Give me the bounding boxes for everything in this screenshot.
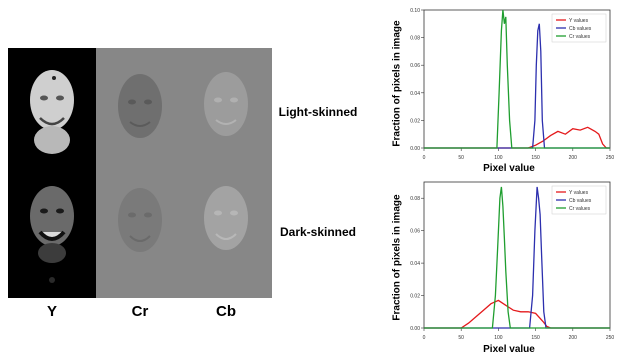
- dark-face-cr: [118, 188, 162, 252]
- chart2-legend-label: Y values: [569, 190, 589, 196]
- chart2-series-cb-values: [424, 186, 610, 329]
- chart-light-histogram: 0 50 100 150 200 250 0.00 0.02 0.04 0.06 0.08 0.10 Y…: [410, 8, 614, 161]
- dark-face-y: [30, 186, 74, 283]
- chart1-ytick-label: 0.08: [410, 36, 420, 42]
- chart1-series-cr-values: [424, 9, 610, 149]
- dark-face-cb: [204, 186, 248, 250]
- row-label-dark-skinned: Dark-skinned: [279, 225, 357, 239]
- chart1-xtick-label: 250: [606, 155, 614, 161]
- chart1-series-y-values: [424, 126, 610, 149]
- chart2-ytick-label: 0.02: [410, 294, 420, 300]
- chart1-legend-label: Cb values: [569, 26, 592, 32]
- chart2-ytick-label: 0.06: [410, 229, 420, 235]
- chart1-ytick-label: 0.04: [410, 91, 420, 97]
- chart2-ylabel: Fraction of pixels in image: [391, 194, 403, 321]
- chart2-xtick-label: 100: [494, 335, 503, 341]
- column-label-y: Y: [46, 303, 57, 320]
- chart2-ytick-label: 0.08: [410, 196, 420, 202]
- chart1-xtick-label: 100: [494, 155, 503, 161]
- light-face-cb: [204, 72, 248, 136]
- chart2-xtick-label: 150: [531, 335, 540, 341]
- chart1-ylabel: Fraction of pixels in image: [391, 20, 403, 147]
- chart1-xtick-label: 0: [423, 155, 426, 161]
- light-face-y: [30, 70, 74, 154]
- light-face-cr: [118, 74, 162, 138]
- chart2-xlabel: Pixel value: [483, 344, 535, 355]
- chart1-xtick-label: 50: [458, 155, 464, 161]
- cr-cb-columns-background: [96, 48, 272, 298]
- chart2-xtick-label: 200: [569, 335, 578, 341]
- chart1-ytick-label: 0.10: [410, 8, 420, 14]
- chart1-xtick-label: 150: [531, 155, 540, 161]
- chart1-ytick-label: 0.02: [410, 118, 420, 124]
- chart2-ytick-label: 0.00: [410, 326, 420, 332]
- chart2-legend-label: Cr values: [569, 206, 591, 212]
- chart1-ytick-label: 0.00: [410, 146, 420, 152]
- chart2-legend-label: Cb values: [569, 198, 592, 204]
- chart2-xtick-label: 50: [458, 335, 464, 341]
- chart1-series-cb-values: [424, 23, 610, 149]
- chart2-series-cr-values: [424, 186, 610, 329]
- chart1-ytick-label: 0.06: [410, 63, 420, 69]
- chart1-xlabel: Pixel value: [483, 163, 535, 174]
- ycrcb-face-panels: [8, 48, 272, 298]
- row-label-light-skinned: Light-skinned: [278, 105, 358, 119]
- column-label-cb: Cb: [216, 303, 236, 320]
- chart1-xtick-label: 200: [569, 155, 578, 161]
- column-label-cr: Cr: [131, 303, 149, 320]
- chart2-xtick-label: 250: [606, 335, 614, 341]
- chart2-xtick-label: 0: [423, 335, 426, 341]
- chart2-ytick-label: 0.04: [410, 261, 420, 267]
- chart-dark-histogram: 0 50 100 150 200 250 0.00 0.02 0.04 0.06 0.08 Y val…: [410, 181, 614, 341]
- chart1-legend-label: Cr values: [569, 34, 591, 40]
- chart1-legend-label: Y values: [569, 18, 589, 24]
